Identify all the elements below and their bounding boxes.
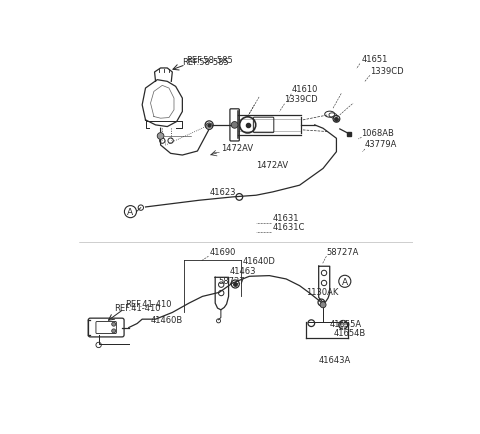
Text: 41463: 41463 [229, 266, 256, 275]
Circle shape [206, 124, 213, 130]
Text: 41640D: 41640D [243, 256, 276, 265]
Text: 41654B: 41654B [334, 328, 366, 337]
Circle shape [231, 122, 238, 129]
Text: 1339CD: 1339CD [285, 95, 318, 104]
Circle shape [320, 302, 326, 308]
Text: 41631: 41631 [273, 214, 300, 223]
Text: 41631C: 41631C [273, 223, 305, 232]
Circle shape [339, 321, 348, 329]
Text: 41690: 41690 [209, 247, 236, 256]
Text: 41643A: 41643A [319, 355, 351, 365]
Circle shape [157, 133, 164, 140]
Text: A: A [342, 277, 348, 286]
Circle shape [112, 329, 116, 333]
Text: 43779A: 43779A [365, 140, 397, 149]
Text: 1068AB: 1068AB [361, 128, 395, 137]
Text: REF.41-410: REF.41-410 [114, 303, 160, 312]
Text: 41610: 41610 [291, 85, 318, 94]
Text: 41460B: 41460B [151, 316, 183, 325]
Text: REF.58-585: REF.58-585 [182, 58, 229, 67]
Text: 1472AV: 1472AV [256, 161, 288, 170]
Text: A: A [127, 207, 133, 217]
Text: 1472AV: 1472AV [221, 143, 253, 152]
Text: REF.41-410: REF.41-410 [125, 299, 171, 309]
Text: 1130AK: 1130AK [306, 288, 339, 297]
Text: REF.58-585: REF.58-585 [186, 56, 233, 65]
Text: 58727A: 58727A [326, 247, 359, 256]
Text: 41655A: 41655A [330, 319, 362, 328]
Text: 1339CD: 1339CD [370, 66, 404, 76]
Circle shape [112, 322, 116, 326]
Text: 41623: 41623 [209, 187, 236, 197]
Text: 41651: 41651 [361, 55, 388, 64]
Text: 58727: 58727 [218, 276, 245, 285]
